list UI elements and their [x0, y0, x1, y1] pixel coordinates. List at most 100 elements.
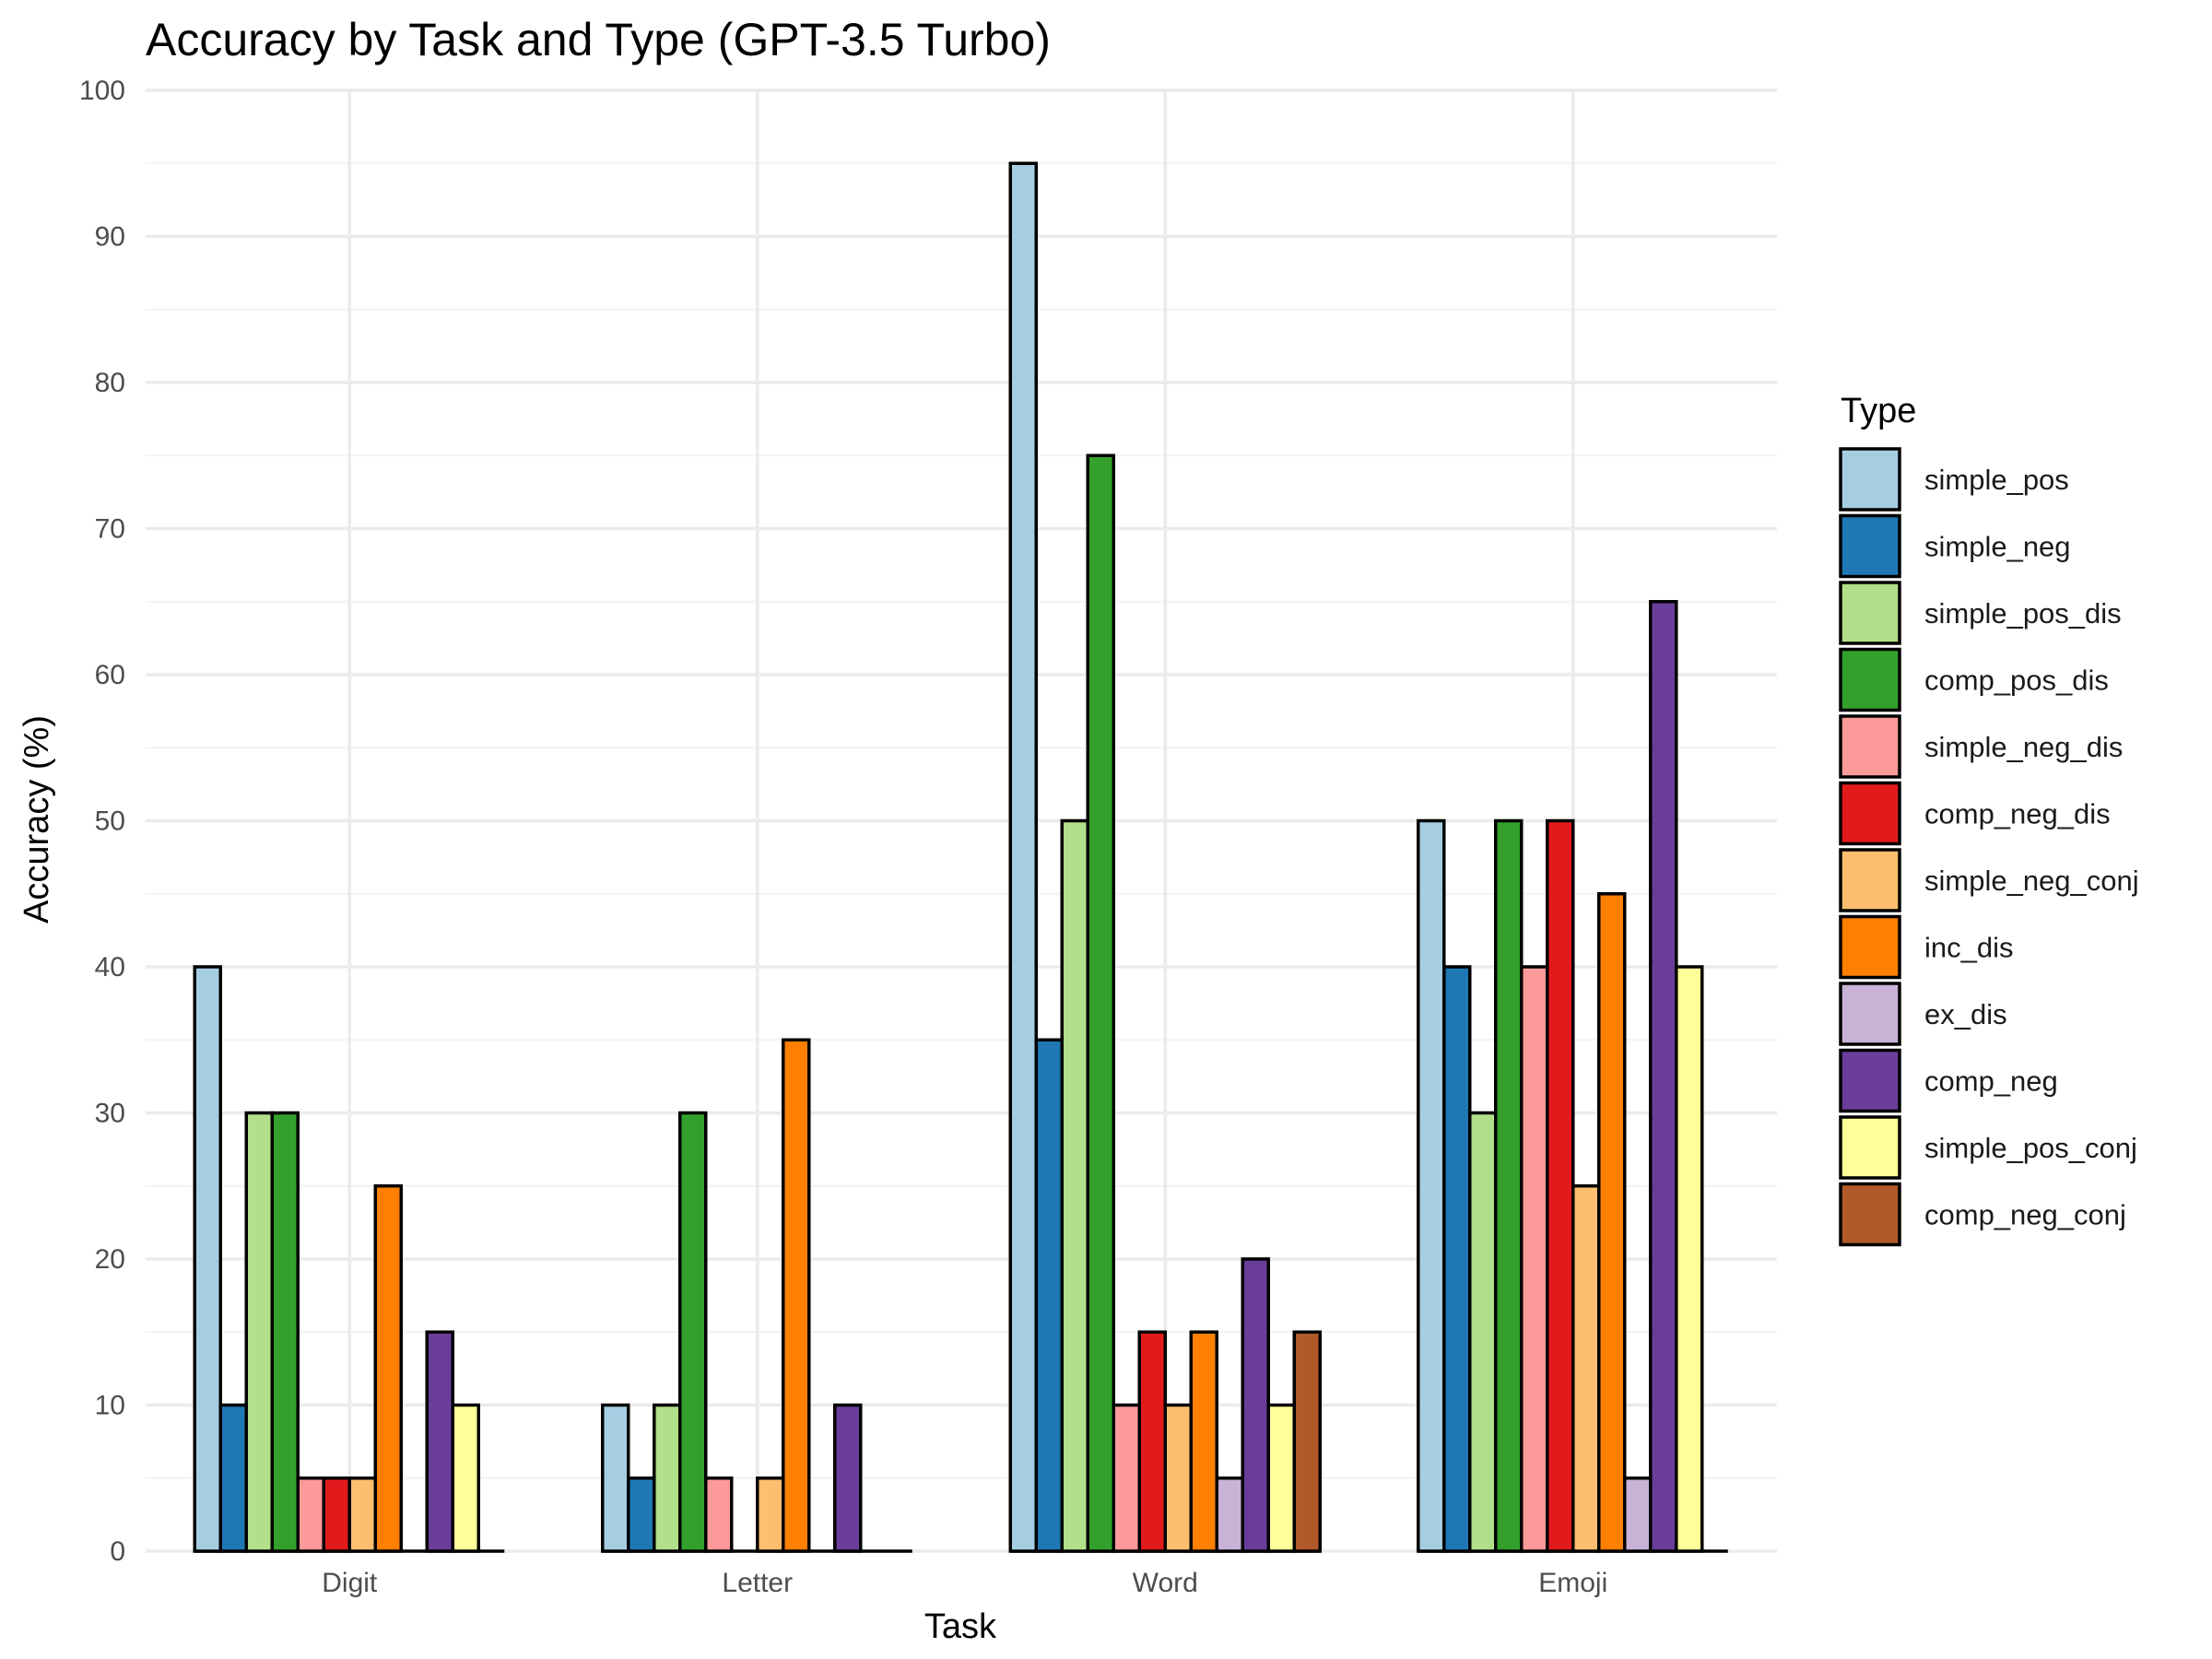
bar-digit-inc-dis: [373, 1184, 403, 1553]
bar-emoji-comp-pos-dis: [1494, 818, 1524, 1553]
y-tick-label: 10: [95, 1391, 125, 1421]
bar-group-emoji: [1417, 600, 1728, 1553]
bar-word-simple-pos-conj: [1266, 1403, 1296, 1553]
bar-group-letter: [601, 1038, 912, 1553]
legend-label: comp_neg_conj: [1924, 1199, 2126, 1231]
bar-digit-simple-pos: [193, 965, 222, 1553]
legend-label: simple_pos: [1924, 464, 2069, 496]
legend-item-simple-neg: simple_neg: [1839, 513, 2071, 579]
legend-label: simple_neg_conj: [1924, 865, 2139, 897]
bar-emoji-simple-pos-conj: [1675, 965, 1704, 1553]
bar-letter-simple-neg-dis: [704, 1477, 734, 1553]
legend-item-ex-dis: ex_dis: [1839, 982, 2007, 1046]
x-tick-label-digit: Digit: [322, 1568, 378, 1598]
legend-swatch: [1839, 1048, 1901, 1113]
legend-item-comp-neg: comp_neg: [1839, 1048, 2058, 1113]
legend-swatch: [1839, 1115, 1901, 1180]
legend-swatch: [1839, 447, 1901, 512]
bar-letter-inc-dis: [782, 1038, 811, 1553]
legend-label: ex_dis: [1924, 998, 2007, 1030]
bar-emoji-simple-neg-conj: [1571, 1184, 1601, 1553]
bar-emoji-comp-neg-dis: [1546, 818, 1575, 1553]
bar-word-inc-dis: [1189, 1330, 1218, 1553]
bar-letter-simple-neg-conj: [756, 1477, 785, 1553]
legend: Type simple_pos simple_neg simple_pos_disc…: [1839, 392, 2139, 1247]
legend-item-simple-pos: simple_pos: [1839, 447, 2069, 512]
legend-swatch: [1839, 848, 1901, 912]
legend-item-simple-neg-conj: simple_neg_conj: [1839, 848, 2139, 912]
legend-label: comp_neg_dis: [1924, 798, 2111, 830]
bar-word-comp-neg-dis: [1137, 1330, 1167, 1553]
bar-letter-simple-pos: [601, 1403, 630, 1553]
bar-digit-comp-neg-dis: [322, 1477, 351, 1553]
legend-item-comp-pos-dis: comp_pos_dis: [1839, 647, 2109, 712]
legend-swatch: [1839, 982, 1901, 1046]
x-tick-label-emoji: Emoji: [1538, 1568, 1607, 1598]
x-axis-title: Task: [924, 1607, 997, 1646]
x-tick-label-word: Word: [1133, 1568, 1198, 1598]
bar-digit-simple-pos-conj: [451, 1403, 480, 1553]
y-tick-label: 90: [95, 222, 125, 253]
bar-word-comp-neg: [1241, 1257, 1270, 1553]
y-tick-label: 80: [95, 368, 125, 398]
bar-emoji-ex-dis: [1623, 1477, 1653, 1553]
legend-swatch: [1839, 781, 1901, 846]
legend-item-comp-neg-conj: comp_neg_conj: [1839, 1182, 2126, 1247]
bar-word-simple-pos-dis: [1060, 818, 1089, 1553]
axes: 0 10 20 30 40 50 60 70 80 90 100 Digit Letter Word Emo…: [79, 76, 1607, 1598]
legend-swatch: [1839, 581, 1901, 645]
bar-word-ex-dis: [1215, 1477, 1244, 1553]
bar-letter-simple-neg: [627, 1477, 656, 1553]
bars: [193, 161, 1728, 1553]
legend-label: comp_neg: [1924, 1065, 2058, 1098]
bar-emoji-simple-neg: [1442, 965, 1472, 1553]
bar-word-simple-neg-conj: [1163, 1403, 1193, 1553]
x-tick-label-letter: Letter: [722, 1568, 793, 1598]
bar-group-word: [1008, 161, 1322, 1553]
bar-digit-simple-pos-dis: [244, 1111, 274, 1553]
y-tick-label: 40: [95, 952, 125, 982]
bar-word-comp-pos-dis: [1086, 453, 1115, 1553]
bar-letter-simple-pos-dis: [653, 1403, 682, 1553]
legend-swatch: [1839, 647, 1901, 712]
y-tick-label: 70: [95, 514, 125, 545]
y-tick-label: 0: [110, 1536, 125, 1567]
bar-letter-comp-neg: [833, 1403, 863, 1553]
bar-digit-comp-neg: [425, 1330, 454, 1553]
legend-item-simple-neg-dis: simple_neg_dis: [1839, 714, 2123, 779]
bar-digit-simple-neg-dis: [296, 1477, 325, 1553]
legend-item-simple-pos-dis: simple_pos_dis: [1839, 581, 2122, 645]
bar-emoji-simple-neg-dis: [1520, 965, 1549, 1553]
y-tick-label: 20: [95, 1244, 125, 1275]
legend-label: simple_neg: [1924, 531, 2071, 563]
legend-label: simple_pos_dis: [1924, 597, 2122, 629]
legend-label: simple_pos_conj: [1924, 1132, 2137, 1164]
bar-digit-simple-neg-conj: [347, 1477, 377, 1553]
bar-letter-comp-pos-dis: [678, 1111, 708, 1553]
legend-swatch: [1839, 714, 1901, 779]
bar-emoji-simple-pos: [1417, 818, 1446, 1553]
y-tick-label: 100: [79, 76, 125, 106]
legend-swatch: [1839, 914, 1901, 980]
y-tick-label: 60: [95, 660, 125, 690]
bar-word-simple-pos: [1008, 161, 1038, 1553]
chart-title: Accuracy by Task and Type (GPT-3.5 Turbo…: [146, 14, 1051, 65]
bar-word-simple-neg-dis: [1112, 1403, 1141, 1553]
legend-swatch: [1839, 513, 1901, 579]
bar-emoji-comp-neg: [1649, 600, 1678, 1553]
legend-label: inc_dis: [1924, 932, 2014, 964]
legend-item-simple-pos-conj: simple_pos_conj: [1839, 1115, 2137, 1180]
legend-item-inc-dis: inc_dis: [1839, 914, 2014, 980]
legend-swatch: [1839, 1182, 1901, 1247]
y-tick-label: 30: [95, 1099, 125, 1129]
y-axis-title: Accuracy (%): [18, 715, 56, 924]
legend-title: Type: [1841, 392, 1916, 430]
bar-word-simple-neg: [1034, 1038, 1064, 1553]
legend-item-comp-neg-dis: comp_neg_dis: [1839, 781, 2111, 846]
legend-label: comp_pos_dis: [1924, 665, 2109, 697]
bar-word-comp-neg-conj: [1292, 1330, 1322, 1553]
y-tick-label: 50: [95, 806, 125, 837]
bar-digit-simple-neg: [218, 1403, 248, 1553]
bar-group-digit: [193, 965, 505, 1553]
